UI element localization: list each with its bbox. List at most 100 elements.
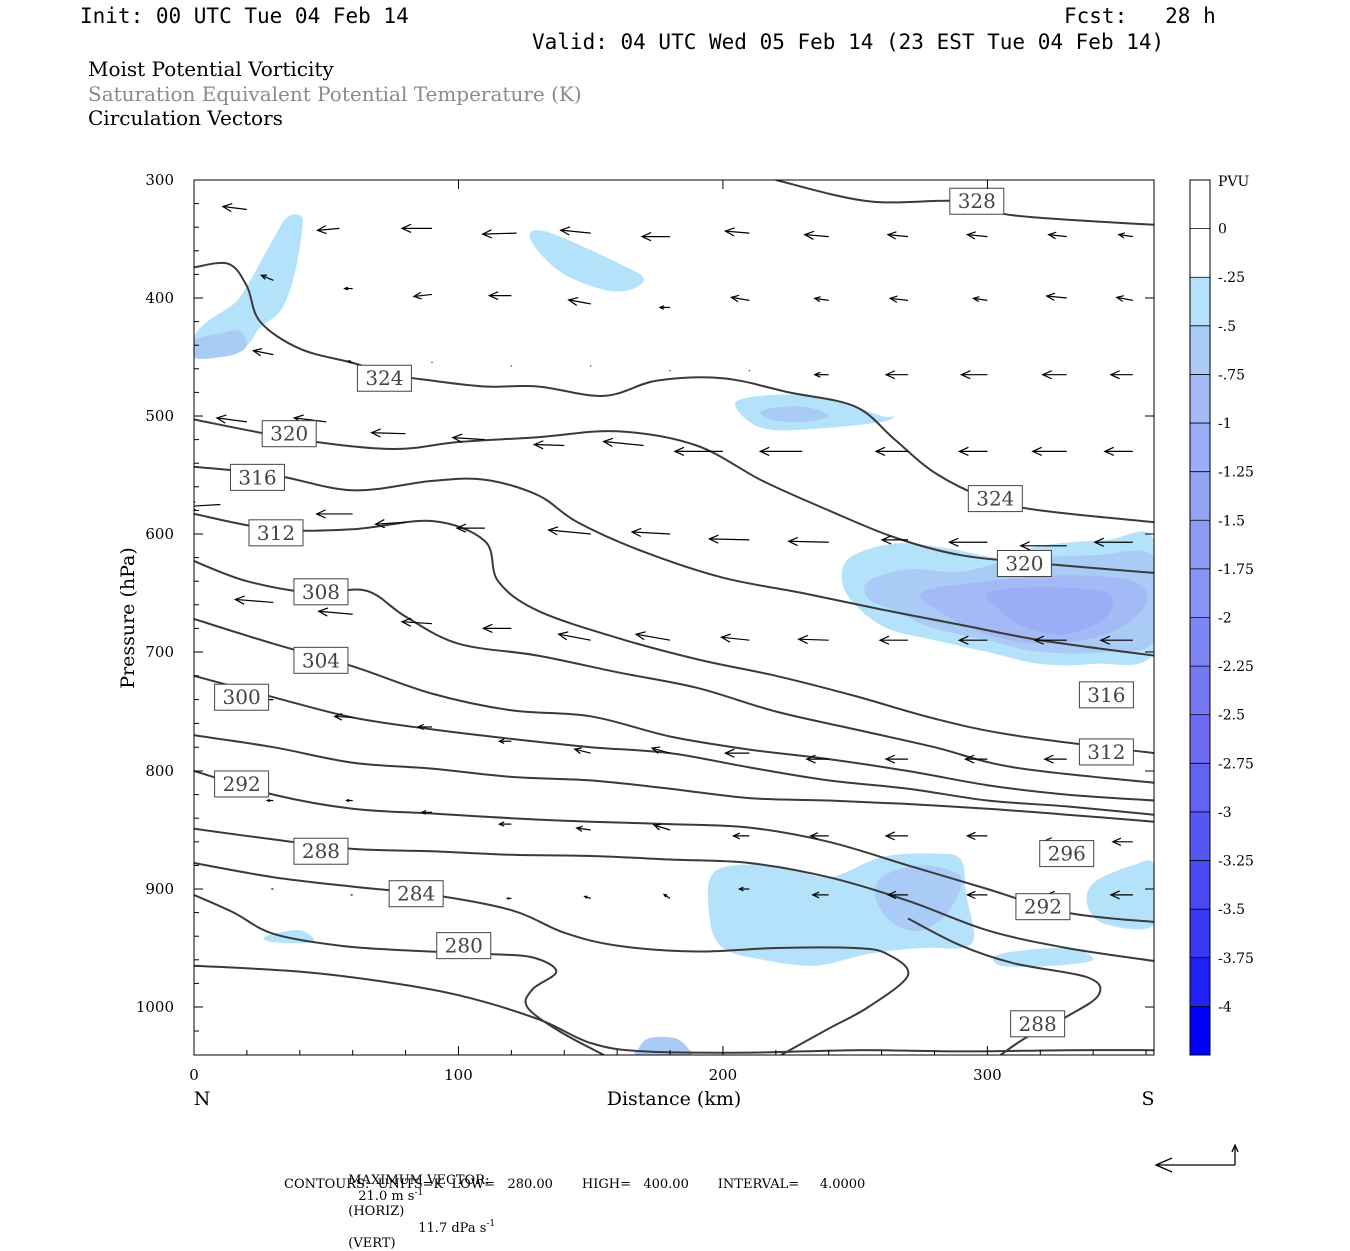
vector-shaft bbox=[371, 432, 406, 435]
vector-head bbox=[797, 634, 809, 645]
contour-label: 304 bbox=[293, 646, 349, 674]
circulation-vector bbox=[880, 535, 909, 545]
colorbar-swatch bbox=[1190, 763, 1210, 813]
circulation-vector bbox=[233, 595, 274, 605]
vert-value: 11.7 dPa s bbox=[418, 1220, 487, 1236]
vector-shaft bbox=[1046, 295, 1067, 299]
circulation-vector bbox=[481, 623, 512, 633]
colorbar-unit: PVU bbox=[1218, 174, 1250, 190]
colorbar-level-label: -3.25 bbox=[1218, 854, 1254, 870]
colorbar-swatch bbox=[1190, 1006, 1210, 1056]
circulation-vector bbox=[215, 414, 247, 424]
footer-contours: CONTOURS: UNITS=K LOW= 280.00 HIGH= 400.… bbox=[284, 1177, 866, 1192]
contour-label: 316 bbox=[1078, 681, 1134, 709]
vector-head bbox=[1031, 446, 1042, 456]
footer-max-vector: MAXIMUM VECTOR: 21.0 m s-1 (HORIZ) 11.7 … bbox=[340, 1158, 495, 1251]
circulation-vector bbox=[959, 370, 988, 380]
circulation-vector bbox=[965, 831, 988, 841]
theta-contour bbox=[194, 618, 1154, 802]
contour-label-box bbox=[248, 519, 304, 547]
circulation-vector bbox=[886, 231, 909, 240]
vector-head bbox=[971, 296, 980, 303]
vector-shaft bbox=[603, 440, 644, 447]
vector-shaft bbox=[401, 621, 433, 625]
circulation-vector bbox=[1115, 295, 1133, 302]
contour-label: 320 bbox=[261, 420, 317, 448]
circulation-vector bbox=[963, 754, 988, 764]
vector-shaft bbox=[731, 296, 750, 301]
colorbar-swatch bbox=[1190, 617, 1210, 667]
contour-label: 324 bbox=[356, 364, 412, 392]
vector-head bbox=[1043, 754, 1054, 764]
vector-head bbox=[965, 890, 976, 900]
contour-label-text: 304 bbox=[302, 648, 340, 672]
vector-head bbox=[884, 831, 896, 841]
x-tick-label: 0 bbox=[189, 1066, 199, 1084]
vector-head bbox=[573, 747, 582, 755]
x-end-label-south: S bbox=[1141, 1088, 1154, 1110]
contour-label-box bbox=[436, 932, 492, 960]
contour-label-box bbox=[949, 187, 1005, 215]
colorbar-level-label: -.25 bbox=[1218, 270, 1245, 286]
y-tick-label: 800 bbox=[145, 762, 174, 780]
vector-shaft bbox=[253, 350, 274, 356]
circulation-vector bbox=[634, 631, 671, 641]
vector-shaft bbox=[318, 610, 353, 615]
circulation-vector bbox=[957, 635, 988, 645]
circulation-vector bbox=[317, 607, 353, 617]
pv-region bbox=[634, 1036, 693, 1055]
vector-shaft bbox=[1116, 296, 1133, 301]
circulation-vector bbox=[583, 895, 591, 900]
circulation-vector bbox=[971, 296, 988, 303]
theta-contour bbox=[194, 827, 1154, 962]
vector-head bbox=[963, 754, 975, 764]
contour-label-box bbox=[293, 578, 349, 606]
vector-shaft bbox=[548, 529, 591, 535]
vector-head bbox=[400, 223, 412, 233]
theta-contour bbox=[194, 512, 1154, 755]
vector-shaft bbox=[814, 297, 829, 301]
circulation-vector bbox=[874, 446, 909, 456]
vector-shaft bbox=[413, 293, 433, 298]
vector-head bbox=[481, 623, 493, 633]
vector-head bbox=[813, 371, 821, 378]
contour-label-text: 300 bbox=[223, 685, 261, 709]
vector-head bbox=[412, 291, 422, 300]
vector-head bbox=[880, 535, 892, 545]
circulation-vector bbox=[505, 897, 512, 900]
circulation-vector bbox=[737, 886, 750, 892]
vector-head bbox=[345, 798, 350, 803]
circulation-vector bbox=[650, 746, 671, 754]
vector-shaft bbox=[317, 227, 340, 231]
vector-shaft bbox=[235, 598, 274, 604]
colorbar-swatch bbox=[1190, 714, 1210, 764]
vector-head bbox=[652, 823, 662, 831]
contour-label: 312 bbox=[1078, 738, 1134, 766]
colorbar-swatch bbox=[1190, 471, 1210, 521]
circulation-vector bbox=[333, 713, 353, 721]
contour-label: 292 bbox=[1015, 893, 1071, 921]
colorbar-level-label: -2 bbox=[1218, 611, 1232, 627]
circulation-vector bbox=[265, 798, 274, 803]
theta-contour bbox=[194, 734, 1154, 823]
vector-shaft bbox=[560, 229, 591, 234]
vector-head bbox=[965, 831, 976, 841]
contour-label-text: 320 bbox=[270, 422, 308, 446]
contour-label-text: 308 bbox=[302, 580, 340, 604]
vector-head bbox=[233, 595, 245, 605]
vector-shaft bbox=[721, 636, 750, 641]
vector-shaft bbox=[294, 417, 327, 423]
circulation-vector bbox=[878, 635, 909, 645]
max-vector-label: MAXIMUM VECTOR: bbox=[348, 1173, 490, 1188]
theta-contour bbox=[194, 770, 1154, 923]
contour-label-text: 320 bbox=[1005, 552, 1043, 576]
vector-head bbox=[532, 440, 544, 450]
contour-label: 300 bbox=[214, 683, 270, 711]
contour-label: 284 bbox=[388, 880, 444, 908]
contour-label: 308 bbox=[293, 578, 349, 606]
circulation-vector bbox=[1093, 537, 1133, 547]
y-tick-label: 300 bbox=[145, 171, 174, 189]
contour-label-text: 312 bbox=[257, 521, 295, 545]
vector-head bbox=[497, 738, 505, 744]
y-tick-label: 900 bbox=[145, 880, 174, 898]
